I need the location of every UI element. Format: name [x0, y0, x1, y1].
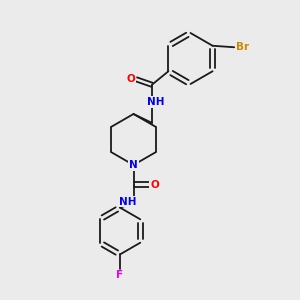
Text: Br: Br	[236, 42, 249, 52]
Text: O: O	[150, 179, 159, 190]
Text: F: F	[116, 270, 124, 280]
Text: N: N	[129, 160, 138, 170]
Text: NH: NH	[119, 196, 137, 207]
Text: O: O	[127, 74, 135, 84]
Text: NH: NH	[147, 97, 164, 107]
